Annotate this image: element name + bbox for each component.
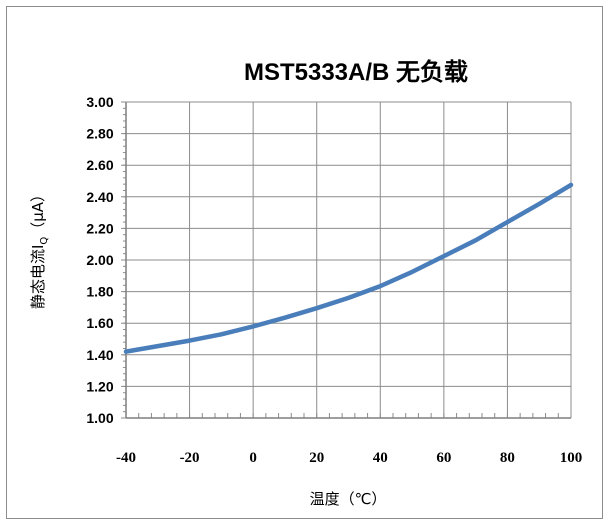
- y-axis-label-prefix: 静态电流I: [29, 245, 47, 309]
- y-axis-label-subscript: Q: [39, 237, 50, 245]
- x-tick-label: 0: [249, 450, 257, 466]
- x-axis-label: 温度（℃）: [310, 490, 387, 508]
- x-tick-label: -20: [180, 450, 200, 466]
- y-tick-label: 3.00: [86, 94, 113, 110]
- chart-frame: [6, 6, 603, 519]
- series-layer: [123, 182, 574, 354]
- x-tick-label: 100: [560, 450, 583, 466]
- y-tick-label: 2.20: [86, 220, 113, 236]
- y-tick-label: 1.80: [86, 284, 113, 300]
- y-tick-label: 1.40: [86, 347, 113, 363]
- series-line: [123, 182, 574, 354]
- y-tick-label: 1.20: [86, 378, 113, 394]
- x-tick-labels: -40 -20 0 20 40 60 80 100: [116, 450, 582, 466]
- y-tick-label: 1.00: [86, 410, 113, 426]
- x-tick-label: -40: [116, 450, 136, 466]
- y-tick-labels: 3.00 2.80 2.60 2.40 2.20 2.00 1.80 1.60 1.40 1.20…: [86, 94, 113, 426]
- axes: [121, 101, 572, 419]
- x-tick-label: 40: [373, 450, 388, 466]
- x-tick-label: 20: [309, 450, 324, 466]
- y-axis-label: 静态电流IQ（μA）: [29, 187, 50, 309]
- y-axis-label-suffix: （μA）: [29, 187, 47, 237]
- x-tick-label: 80: [500, 450, 515, 466]
- grid: [126, 101, 572, 418]
- x-tick-label: 60: [436, 450, 451, 466]
- y-tick-label: 1.60: [86, 315, 113, 331]
- y-tick-label: 2.60: [86, 157, 113, 173]
- y-tick-label: 2.80: [86, 126, 113, 142]
- y-tick-label: 2.40: [86, 189, 113, 205]
- chart-title: MST5333A/B 无负载: [244, 59, 468, 86]
- y-tick-label: 2.00: [86, 252, 113, 268]
